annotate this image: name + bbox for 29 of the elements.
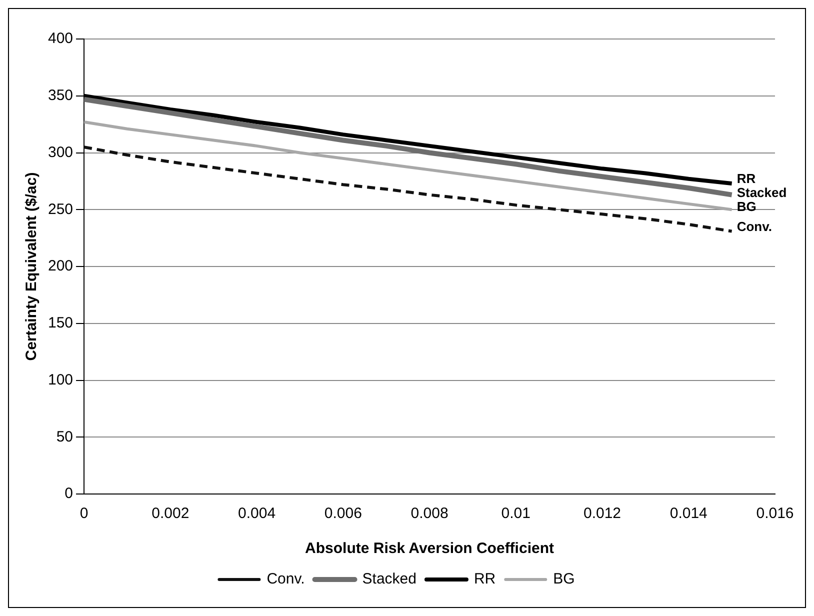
x-tick-label: 0.01: [501, 505, 530, 522]
x-tick-label: 0.006: [324, 505, 362, 522]
y-tick-label: 400: [48, 30, 74, 48]
y-tick-label: 300: [48, 144, 74, 161]
y-tick-label: 350: [48, 87, 74, 104]
legend-label: Conv.: [266, 570, 305, 588]
x-tick-label: 0.016: [756, 505, 794, 522]
x-tick-label: 0.004: [238, 505, 276, 522]
x-tick-label: 0.008: [410, 505, 448, 522]
y-tick-label: 100: [48, 371, 74, 388]
x-tick-label: 0.014: [670, 505, 708, 522]
text: Conv.: [736, 218, 772, 234]
legend-label: RR: [474, 570, 496, 588]
line-series: [84, 146, 734, 233]
y-tick-label: 150: [48, 314, 74, 332]
y-tick-label: 50: [56, 428, 74, 446]
y-tick-label: 200: [48, 258, 74, 275]
x-axis-title: Absolute Risk Aversion Coefficient: [305, 540, 554, 558]
x-tick-label: 0.002: [152, 505, 190, 522]
y-tick-label: 0: [64, 485, 74, 502]
y-tick-label: 250: [48, 200, 74, 218]
legend-label: BG: [553, 570, 575, 588]
y-axis-title: Certainty Equivalent ($/ac): [23, 172, 40, 361]
text: BG: [736, 199, 756, 214]
x-tick-label: 0.012: [583, 505, 622, 522]
legend-label: Stacked: [362, 570, 416, 588]
x-tick-label: 0: [80, 505, 88, 522]
text: RR: [736, 171, 756, 186]
text: Stacked: [736, 185, 787, 200]
